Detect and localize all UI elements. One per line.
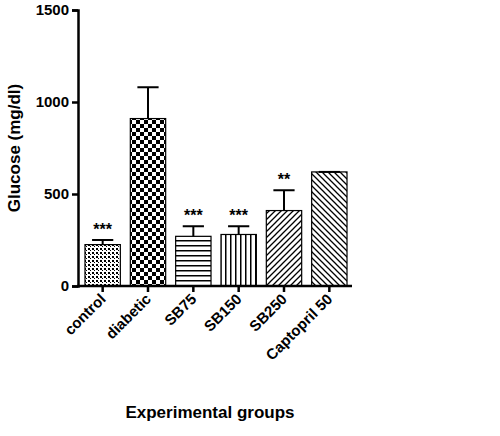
tick-mark <box>147 286 150 292</box>
tick-mark <box>72 193 78 196</box>
tick: 1000 <box>36 93 78 110</box>
bar <box>266 211 301 286</box>
axis-line <box>72 11 79 287</box>
error-bar <box>319 171 340 173</box>
tick: 0 <box>61 277 78 294</box>
tick-mark <box>72 9 78 12</box>
y-axis: 0 500 1000 1500 <box>36 1 79 294</box>
tick-label: 1500 <box>36 1 69 18</box>
bar <box>312 172 347 286</box>
tick-label: Captopril 50 <box>262 290 335 363</box>
y-axis-title: Glucose (mg/dl) <box>5 84 24 212</box>
x-axis-title: Experimental groups <box>125 403 294 422</box>
error-bar <box>183 226 204 236</box>
tick-mark <box>283 286 286 292</box>
tick-label: 1000 <box>36 93 69 110</box>
annotation: ** <box>278 171 291 188</box>
tick: 500 <box>44 185 78 202</box>
error-bar <box>273 190 294 210</box>
tick-label: 0 <box>61 277 69 294</box>
bars <box>85 87 347 286</box>
tick-mark <box>101 286 104 292</box>
bar <box>130 119 165 286</box>
tick-label: SB250 <box>246 290 290 334</box>
tick-label: diabetic <box>102 290 154 342</box>
axis-line <box>77 285 352 288</box>
annotation: *** <box>229 207 248 224</box>
x-axis: controldiabeticSB75SB150SB250Captopril 5… <box>61 286 352 363</box>
error-bar <box>137 87 158 118</box>
tick-label: SB150 <box>200 290 244 334</box>
annotation: *** <box>184 207 203 224</box>
tick: diabetic <box>102 286 154 342</box>
tick-mark <box>72 101 78 104</box>
tick: SB75 <box>161 286 200 329</box>
chart: ***********050010001500controldiabeticSB… <box>0 0 500 436</box>
error-bar <box>228 226 249 234</box>
tick-label: SB75 <box>161 290 200 329</box>
bar <box>221 234 256 286</box>
bar <box>176 236 211 286</box>
tick-label: 500 <box>44 185 69 202</box>
tick-mark <box>328 286 331 292</box>
tick-mark <box>237 286 240 292</box>
error-bar <box>92 240 113 245</box>
tick: Captopril 50 <box>262 286 335 363</box>
tick: SB250 <box>246 286 290 335</box>
tick: 1500 <box>36 1 78 18</box>
annotation: *** <box>93 221 112 238</box>
tick-mark <box>192 286 195 292</box>
bar <box>85 245 120 286</box>
tick: SB150 <box>200 286 244 335</box>
